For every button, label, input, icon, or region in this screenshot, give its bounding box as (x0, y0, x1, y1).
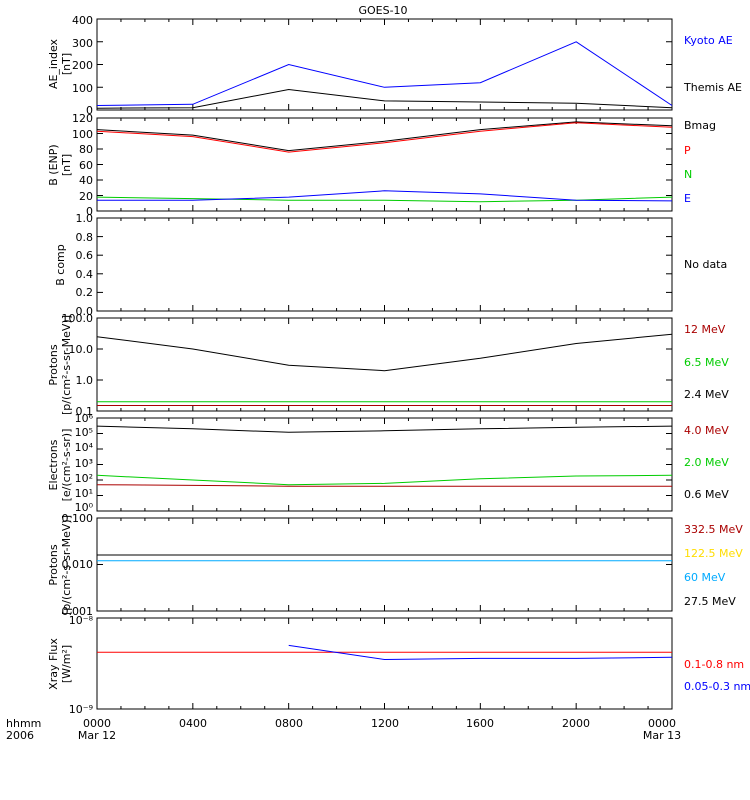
bcomp-ytick: 0.2 (76, 286, 94, 299)
legend-122-5mev: 122.5 MeV (684, 547, 743, 560)
no-data-label: No data (684, 258, 727, 271)
electrons-ytick: 10⁵ (75, 426, 93, 439)
ae-ytick: 0 (86, 104, 93, 117)
bcomp-ytick: 0.0 (76, 305, 94, 318)
legend-themis-ae: Themis AE (683, 81, 742, 94)
series-line-p (96, 122, 673, 153)
b-ytick: 100 (72, 128, 93, 141)
bcomp-ylabel: B comp (54, 244, 67, 286)
ae-ytick: 200 (72, 59, 93, 72)
time-tick-label: 1200 (371, 717, 399, 730)
electrons-ytick: 10³ (75, 457, 93, 470)
b-ytick: 40 (79, 174, 93, 187)
electrons-ytick: 10⁶ (75, 412, 94, 425)
panel-protons-frame (96, 317, 673, 412)
series-line-n (96, 196, 673, 203)
axis-ticks (96, 18, 673, 710)
time-tick-label: 0800 (275, 717, 303, 730)
b-ytick: 60 (79, 159, 93, 172)
legend-xray-long: 0.1-0.8 nm (684, 658, 744, 671)
legend-332-5mev: 332.5 MeV (684, 523, 743, 536)
legend-xray-short: 0.05-0.3 nm (684, 680, 750, 693)
ae-ytick: 100 (72, 82, 93, 95)
series-line-2-4-mev (96, 333, 673, 372)
legend-n: N (684, 168, 692, 181)
electrons-ytick: 10⁰ (75, 501, 94, 514)
data-series (96, 41, 673, 661)
protons-ytick: 10.0 (69, 343, 94, 356)
time-tick-label: 0400 (179, 717, 207, 730)
series-line-2-0-mev (96, 474, 673, 486)
ae-ylabel-1: AE_index (47, 38, 60, 89)
legend-bmag: Bmag (684, 119, 716, 132)
xray-ytick: 10⁻⁹ (69, 703, 93, 716)
panel-ae-frame (96, 18, 673, 111)
electrons-ytick: 10⁴ (75, 441, 94, 454)
xray-ytick: 10⁻⁸ (69, 614, 94, 627)
time-tick-label: 1600 (466, 717, 494, 730)
series-line-0-05-0-3-nm (288, 644, 673, 661)
hprotons-ytick: 0.100 (62, 512, 94, 525)
legend-p: P (684, 144, 691, 157)
series-line-bmag (96, 121, 673, 152)
ae-ylabel-2: [nT] (60, 53, 73, 75)
b-ytick: 120 (72, 112, 93, 125)
series-line-4-0-mev (96, 484, 672, 487)
b-ylabel-2: [nT] (60, 154, 73, 176)
time-row1-label: hhmm (6, 717, 41, 730)
hprotons-ylabel-1: Protons (47, 544, 60, 585)
legend-27-5mev: 27.5 MeV (684, 595, 736, 608)
electrons-ytick: 10¹ (75, 487, 93, 500)
protons-ylabel-2: [p/(cm²-s-sr-MeV)] (60, 315, 73, 415)
b-ytick: 0 (86, 205, 93, 218)
bcomp-ytick: 0.6 (76, 249, 94, 262)
xray-ylabel-1: Xray Flux (47, 638, 60, 690)
electrons-ylabel-1: Electrons (47, 439, 60, 490)
panel-hprotons-frame (96, 517, 673, 612)
bcomp-ytick: 0.4 (76, 268, 94, 281)
b-ytick: 80 (79, 143, 93, 156)
electrons-ylabel-2: [e/(cm²-s-sr)] (60, 429, 73, 502)
legend-e: E (684, 192, 691, 205)
series-line-0-6-mev (96, 425, 673, 433)
protons-ylabel-1: Protons (47, 344, 60, 385)
ae-ytick: 400 (72, 14, 93, 27)
bcomp-ytick: 0.8 (76, 231, 94, 244)
panel-b-frame (96, 117, 673, 212)
date-label-start: Mar 12 (78, 729, 116, 742)
panel-electrons-frame (96, 417, 673, 512)
legend-kyoto-ae: Kyoto AE (684, 34, 733, 47)
hprotons-ytick: 0.010 (62, 558, 94, 571)
b-ytick: 20 (79, 190, 93, 203)
legend-0-6mev: 0.6 MeV (684, 488, 729, 501)
plot-title: GOES-10 (358, 4, 407, 17)
protons-ytick: 1.0 (76, 374, 94, 387)
time-tick-label: 0000 (83, 717, 111, 730)
panel-bcomp-frame (96, 217, 673, 312)
hprotons-ytick: 0.001 (62, 605, 94, 618)
legend-2mev: 2.0 MeV (684, 456, 729, 469)
xray-ylabel-2: [W/m²] (60, 645, 73, 683)
time-row2-label: 2006 (6, 729, 34, 742)
protons-ytick: 0.1 (76, 405, 94, 418)
electrons-ytick: 10² (75, 472, 93, 485)
time-tick-label: 2000 (562, 717, 590, 730)
hprotons-ylabel-2: [p/(cm²-s-sr-MeV)] (60, 515, 73, 615)
time-tick-label: 0000 (648, 717, 676, 730)
series-line-kyoto-ae (96, 41, 673, 106)
legend-6-5mev: 6.5 MeV (684, 356, 729, 369)
legend-60mev: 60 MeV (684, 571, 726, 584)
series-line-themis-ae (96, 88, 673, 109)
series-line-e (97, 190, 673, 202)
bcomp-ytick: 1.0 (76, 212, 94, 225)
legend-2-4mev: 2.4 MeV (684, 388, 729, 401)
legend-12mev: 12 MeV (684, 323, 726, 336)
ae-ytick: 300 (72, 37, 93, 50)
legend-4mev: 4.0 MeV (684, 424, 729, 437)
b-ylabel-1: B (ENP) (47, 144, 60, 185)
date-label-end: Mar 13 (643, 729, 681, 742)
protons-ytick: 100.0 (62, 312, 94, 325)
panel-xray-frame (96, 617, 673, 710)
